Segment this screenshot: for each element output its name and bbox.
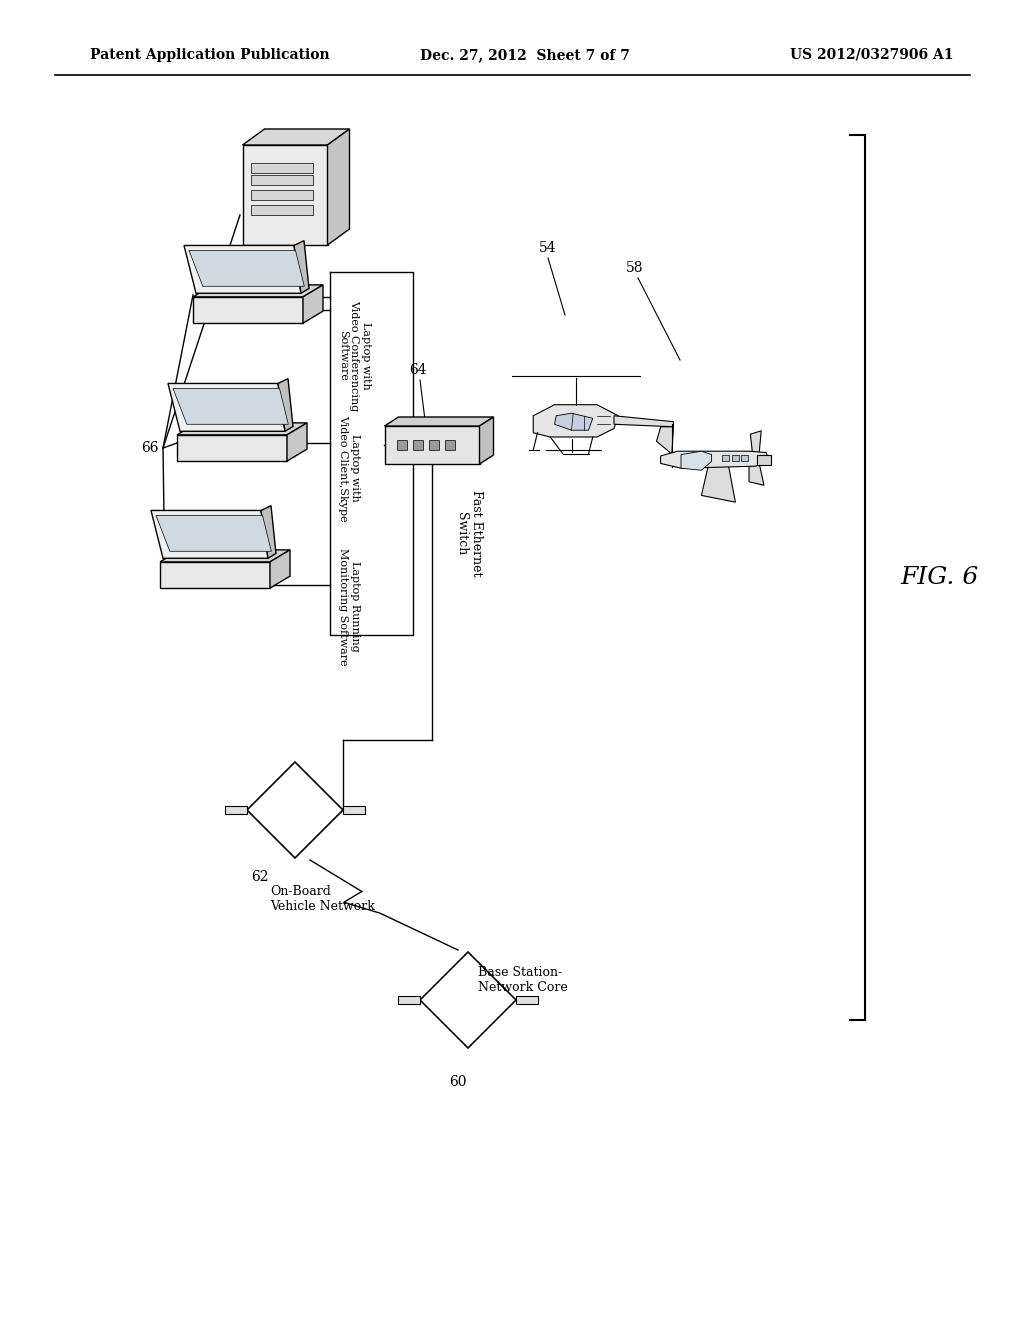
Polygon shape <box>251 176 312 185</box>
Polygon shape <box>751 430 761 453</box>
Polygon shape <box>384 426 479 465</box>
Polygon shape <box>151 511 268 558</box>
Polygon shape <box>534 405 618 437</box>
Text: US 2012/0327906 A1: US 2012/0327906 A1 <box>790 48 953 62</box>
Polygon shape <box>444 440 455 450</box>
Text: 54: 54 <box>540 242 557 255</box>
Text: 58: 58 <box>627 261 644 275</box>
Polygon shape <box>303 285 323 323</box>
Polygon shape <box>270 550 290 589</box>
Polygon shape <box>740 454 748 462</box>
Text: Dec. 27, 2012  Sheet 7 of 7: Dec. 27, 2012 Sheet 7 of 7 <box>420 48 630 62</box>
Text: Fast Ethernet
Switch: Fast Ethernet Switch <box>455 490 483 577</box>
Polygon shape <box>681 451 712 470</box>
Polygon shape <box>757 454 771 466</box>
Polygon shape <box>251 190 312 201</box>
Polygon shape <box>168 384 285 432</box>
Polygon shape <box>243 145 328 246</box>
Polygon shape <box>193 285 323 297</box>
Polygon shape <box>732 454 738 462</box>
Polygon shape <box>722 454 729 462</box>
Polygon shape <box>328 129 349 246</box>
Polygon shape <box>428 440 438 450</box>
Polygon shape <box>660 451 769 469</box>
Polygon shape <box>343 807 365 814</box>
Polygon shape <box>479 417 494 465</box>
Polygon shape <box>160 562 270 589</box>
Polygon shape <box>189 251 304 286</box>
Text: 62: 62 <box>251 870 268 884</box>
Text: Patent Application Publication: Patent Application Publication <box>90 48 330 62</box>
Polygon shape <box>177 422 307 434</box>
Polygon shape <box>193 297 303 323</box>
Polygon shape <box>555 413 593 430</box>
Text: Laptop with
Video Client,Skype: Laptop with Video Client,Skype <box>338 414 359 521</box>
Text: 66: 66 <box>141 441 159 455</box>
Polygon shape <box>396 440 407 450</box>
Polygon shape <box>251 162 312 173</box>
Polygon shape <box>398 997 420 1005</box>
Polygon shape <box>261 506 276 558</box>
Polygon shape <box>160 550 290 562</box>
Polygon shape <box>614 416 674 426</box>
Polygon shape <box>287 422 307 461</box>
Text: 60: 60 <box>450 1074 467 1089</box>
Polygon shape <box>184 246 301 293</box>
Polygon shape <box>413 440 423 450</box>
Polygon shape <box>656 426 674 454</box>
Polygon shape <box>278 379 293 432</box>
Text: 64: 64 <box>410 363 427 378</box>
Polygon shape <box>173 388 289 424</box>
Text: FIG. 6: FIG. 6 <box>900 565 978 589</box>
Polygon shape <box>516 997 538 1005</box>
Polygon shape <box>243 129 349 145</box>
Polygon shape <box>156 516 271 552</box>
Text: Base Station-
Network Core: Base Station- Network Core <box>478 966 567 994</box>
Text: Laptop Running
Monitoring Software: Laptop Running Monitoring Software <box>338 548 359 665</box>
Polygon shape <box>177 434 287 461</box>
Polygon shape <box>384 417 494 426</box>
Polygon shape <box>701 466 735 502</box>
Text: Laptop with
Video Conferencing
Software: Laptop with Video Conferencing Software <box>338 300 371 412</box>
Polygon shape <box>294 240 309 293</box>
Polygon shape <box>749 463 764 486</box>
Text: On-Board
Vehicle Network: On-Board Vehicle Network <box>270 884 375 913</box>
Polygon shape <box>225 807 247 814</box>
Polygon shape <box>251 205 312 215</box>
